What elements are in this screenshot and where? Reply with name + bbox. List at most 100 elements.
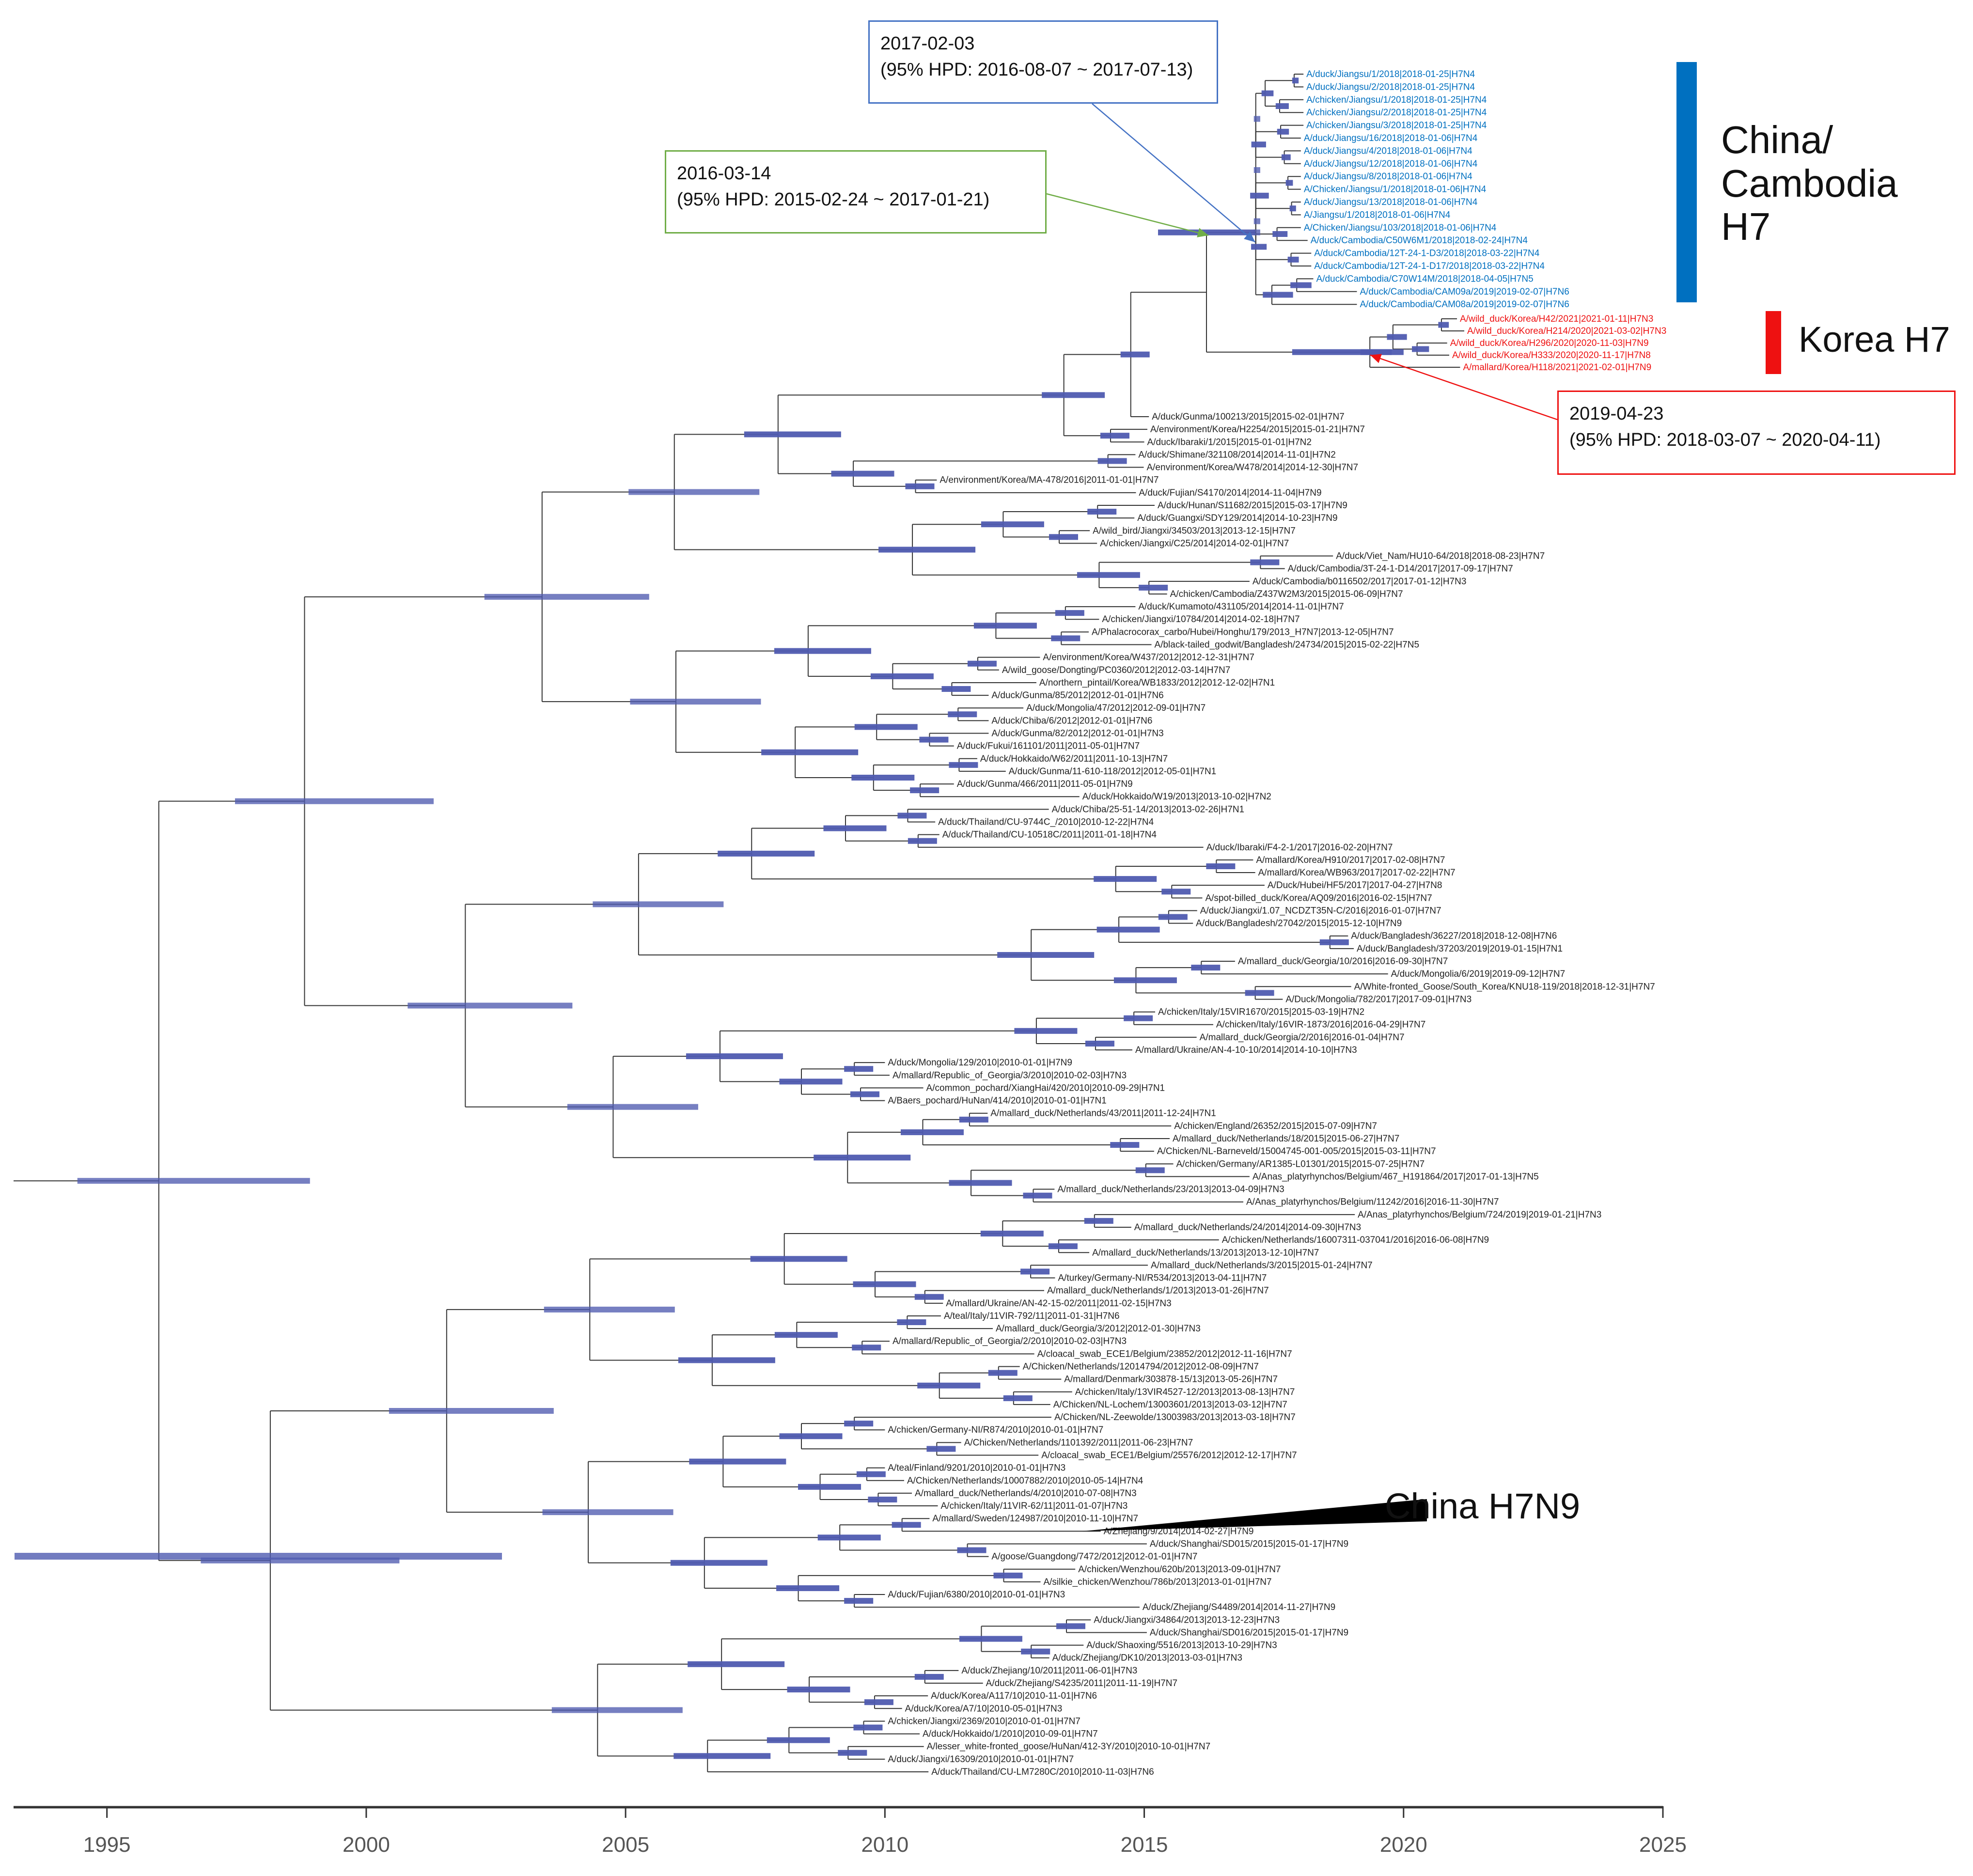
hpd-bar [1285, 180, 1293, 186]
main-tip-label: A/cloacal_swab_ECE1/Belgium/23852/2012|2… [1037, 1349, 1292, 1359]
china-cambodia-tip-label: A/duck/Cambodia/CAM09a/2019|2019-02-07|H… [1360, 287, 1569, 297]
hpd-bar [853, 1724, 883, 1731]
hpd-bar [997, 952, 1095, 958]
hpd-bar [854, 724, 918, 730]
axis-tick-label: 2015 [1121, 1833, 1168, 1857]
hpd-bar [914, 1294, 944, 1300]
main-tip-label: A/black-tailed_godwit/Bangladesh/24734/2… [1155, 640, 1419, 650]
hpd-bar [1387, 334, 1407, 340]
time-axis: 1995 2000 2005 2010 2015 2020 2025 [14, 1806, 1687, 1857]
hpd-bar [1319, 939, 1349, 945]
hpd-bar [1263, 292, 1293, 298]
hpd-bar [1250, 559, 1280, 565]
main-tip-label: A/chicken/Italy/16VIR-1873/2016|2016-04-… [1216, 1020, 1425, 1030]
hpd-bar [1084, 1218, 1113, 1224]
hpd-bar [1191, 965, 1221, 971]
hpd-bar [917, 1382, 981, 1389]
main-tip-label: A/duck/Zhejiang/10/2011|2011-06-01|H7N3 [961, 1666, 1137, 1676]
main-tip-label: A/duck/Gunma/85/2012|2012-01-01|H7N6 [991, 690, 1163, 701]
hpd-bar [844, 1421, 874, 1427]
hpd-bar [864, 1699, 893, 1705]
hpd-bar [897, 813, 927, 819]
main-tip-label: A/Chicken/NL-Zeewolde/13003983/2013|2013… [1054, 1412, 1296, 1423]
main-tip-label: A/duck/Fukui/161101/2011|2011-05-01|H7N7 [957, 741, 1140, 751]
main-tip-label: A/duck/Mongolia/129/2010|2010-01-01|H7N9 [888, 1058, 1072, 1068]
hpd-bar [1087, 509, 1117, 515]
hpd-bar [1158, 229, 1255, 235]
main-tip-label: A/duck/Fujian/S4170/2014|2014-11-04|H7N9 [1139, 488, 1321, 498]
hpd-bar [814, 1155, 911, 1161]
china-cambodia-tip-label: A/duck/Cambodia/12T-24-1-D3/2018|2018-03… [1314, 249, 1540, 259]
hpd-bar [1048, 1243, 1078, 1250]
main-tip-label: A/duck/Thailand/CU-LM7280C/2010|2010-11-… [931, 1767, 1154, 1777]
china-cambodia-tip-label: A/duck/Jiangsu/16/2018|2018-01-06|H7N4 [1304, 133, 1478, 143]
main-tip-label: A/duck/Thailand/CU-9744C_/2010|2010-12-2… [938, 817, 1154, 827]
main-tip-label: A/Chicken/Netherlands/1101392/2011|2011-… [964, 1438, 1193, 1448]
main-tip-label: A/duck/Gunma/82/2012|2012-01-01|H7N3 [991, 729, 1163, 739]
hpd-bar [1049, 534, 1079, 540]
main-tip-label: A/mallard/Denmark/303878-15/13|2013-05-2… [1064, 1375, 1278, 1385]
main-tip-label: A/duck/Korea/A7/10|2010-05-01|H7N3 [905, 1704, 1063, 1714]
clade-markers [1082, 62, 1781, 1532]
hpd-bar [1113, 977, 1177, 984]
main-tip-label: A/Chicken/NL-Lochem/13003601/2013|2013-0… [1053, 1400, 1287, 1410]
hpd-bar [1020, 1268, 1050, 1275]
callout-leader-lines [1046, 103, 1558, 421]
hpd-bar [1253, 229, 1260, 235]
main-tip-label: A/duck/Gunma/466/2011|2011-05-01|H7N9 [957, 779, 1133, 789]
hpd-bar [900, 1129, 964, 1135]
callout-korea-tmrca: 2019-04-23 (95% HPD: 2018-03-07 ~ 2020-0… [1557, 391, 1956, 475]
main-tip-label: A/mallard/Republic_of_Georgia/2/2010|201… [893, 1336, 1127, 1346]
main-tip-label: A/chicken/Cambodia/Z437W2M3/2015|2015-06… [1170, 589, 1403, 599]
main-tip-label: A/mallard_duck/Netherlands/18/2015|2015-… [1173, 1134, 1399, 1144]
main-tip-label: A/mallard/Sweden/124987/2010|2010-11-10|… [932, 1514, 1138, 1524]
main-tip-label: A/mallard/Republic_of_Georgia/3/2010|201… [893, 1070, 1127, 1080]
korea-clade-bar [1766, 311, 1781, 374]
main-tip-label: A/mallard/Korea/WB963/2017|2017-02-22|H7… [1258, 868, 1456, 878]
hpd-bar [1158, 914, 1188, 920]
main-tip-label: A/chicken/Jiangxi/C25/2014|2014-02-01|H7… [1100, 538, 1289, 548]
hpd-bar [1161, 889, 1191, 895]
main-tip-label: A/chicken/Jiangxi/10784/2014|2014-02-18|… [1102, 614, 1300, 625]
korea-tip-label: A/mallard/Korea/H118/2021|2021-02-01|H7N… [1463, 362, 1651, 373]
callout-china-cambodia-tmrca: 2017-02-03 (95% HPD: 2016-08-07 ~ 2017-0… [868, 20, 1218, 104]
main-tip-label: A/duck/Zhejiang/S4489/2014|2014-11-27|H7… [1143, 1602, 1335, 1612]
korea-tip-label: A/wild_duck/Korea/H42/2021|2021-01-11|H7… [1460, 314, 1653, 324]
main-tip-label: A/duck/Gunma/100213/2015|2015-02-01|H7N7 [1152, 412, 1345, 422]
hpd-bar [831, 470, 894, 477]
hpd-bar [1014, 1028, 1078, 1034]
china-cambodia-tip-label: A/chicken/Jiangsu/1/2018|2018-01-25|H7N4 [1306, 95, 1487, 105]
hpd-bar [1085, 1040, 1114, 1047]
main-tip-label: A/duck/Korea/A117/10|2010-11-01|H7N6 [931, 1691, 1097, 1701]
hpd-bar [670, 1560, 767, 1566]
main-tip-label: A/Anas_platyrhynchos/Belgium/724/2019|20… [1358, 1210, 1601, 1220]
main-tip-label: A/Phalacrocorax_carbo/Hubei/Honghu/179/2… [1092, 627, 1394, 637]
hpd-bar [1251, 244, 1267, 250]
hpd-bar [542, 1509, 673, 1516]
main-tip-label: A/duck/Zhejiang/DK10/2013|2013-03-01|H7N… [1052, 1653, 1242, 1663]
main-tip-label: A/teal/Italy/11VIR-792/11|2011-01-31|H7N… [944, 1311, 1120, 1321]
hpd-bar [1277, 128, 1289, 135]
hpd-bar [868, 1496, 897, 1502]
green-leader-line [1046, 193, 1209, 236]
hpd-bar [905, 483, 935, 489]
china-cambodia-tip-label: A/duck/Cambodia/12T-24-1-D17/2018|2018-0… [1314, 261, 1545, 271]
main-tip-label: A/duck/Shanghai/SD015/2015|2015-01-17|H7… [1150, 1539, 1348, 1549]
hpd-bar [981, 521, 1044, 528]
hpd-bar [1251, 141, 1266, 148]
korea-tip-label: A/wild_duck/Korea/H214/2020|2021-03-02|H… [1467, 326, 1666, 336]
main-tip-label: A/spot-billed_duck/Korea/AQ09/2016|2016-… [1205, 893, 1432, 903]
hpd-bar [1120, 351, 1150, 358]
hpd-bar [1139, 584, 1168, 591]
korea-tip-label: A/wild_duck/Korea/H296/2020|2020-11-03|H… [1450, 338, 1649, 348]
korea-h7-label: Korea H7 [1799, 319, 1950, 360]
china-cambodia-tip-label: A/Chicken/Jiangsu/103/2018|2018-01-06|H7… [1304, 223, 1497, 233]
hpd-bar [959, 1636, 1022, 1642]
china-cambodia-tip-label: A/Jiangsu/1/2018|2018-01-06|H7N4 [1304, 210, 1451, 220]
hpd-bar [774, 1332, 838, 1338]
main-tip-label: A/duck/Jiangxi/1.07_NCDZT35N-C/2016|2016… [1200, 906, 1441, 916]
main-tip-label: A/chicken/Italy/11VIR-62/11|2011-01-07|H… [941, 1501, 1128, 1511]
china-cambodia-clade-bar [1676, 62, 1697, 302]
axis-tick-label: 2000 [343, 1833, 390, 1857]
